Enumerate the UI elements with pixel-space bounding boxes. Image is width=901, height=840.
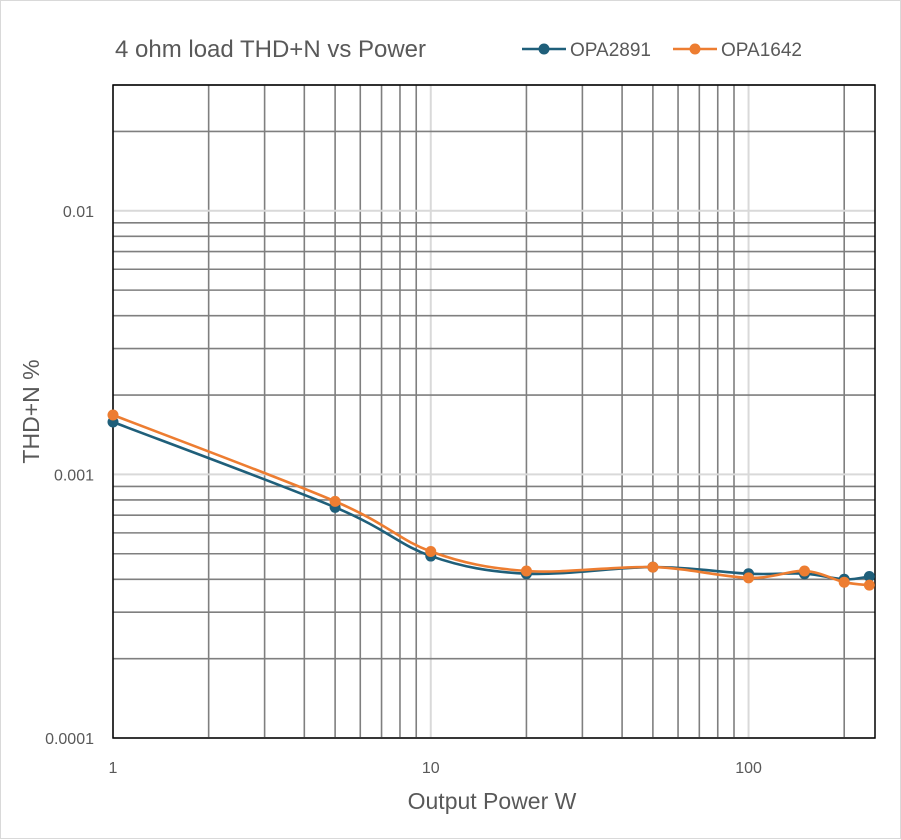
x-tick-label-2: 100 [735,760,762,777]
legend-marker-opa2891 [538,43,550,55]
legend-label-opa1642: OPA1642 [721,40,802,61]
data-point-opa1642-2 [425,545,437,557]
data-point-opa1642-7 [838,576,850,588]
data-point-opa1642-6 [799,565,811,577]
data-point-opa1642-0 [107,409,119,421]
data-point-opa1642-3 [520,565,532,577]
series-layer [107,409,875,591]
plot-area [112,84,876,739]
y-axis-title: THD+N % [18,359,44,463]
data-point-opa1642-1 [329,495,341,507]
x-axis-title: Output Power W [408,788,577,814]
y-tick-label-0: 0.0001 [45,731,94,748]
x-tick-labels: 1 10 100 [109,760,762,777]
data-point-opa2891-8 [863,570,875,582]
y-tick-labels: 0.0001 0.001 0.01 [45,204,94,748]
x-tick-label-1: 10 [422,760,440,777]
data-point-opa1642-4 [647,561,659,573]
data-point-opa1642-5 [743,572,755,584]
grid-lines [112,84,875,739]
y-tick-label-1: 0.001 [54,467,94,484]
series-line-opa2891 [112,420,870,581]
data-point-opa1642-8 [863,579,875,591]
series-line-opa1642 [112,413,870,587]
chart-title: 4 ohm load THD+N vs Power [115,36,426,63]
series-opa1642 [107,409,875,591]
legend: OPA2891 OPA1642 [522,40,802,61]
legend-marker-opa1642 [689,43,701,55]
x-tick-label-0: 1 [109,760,118,777]
y-tick-label-2: 0.01 [63,204,94,221]
legend-label-opa2891: OPA2891 [570,40,651,61]
